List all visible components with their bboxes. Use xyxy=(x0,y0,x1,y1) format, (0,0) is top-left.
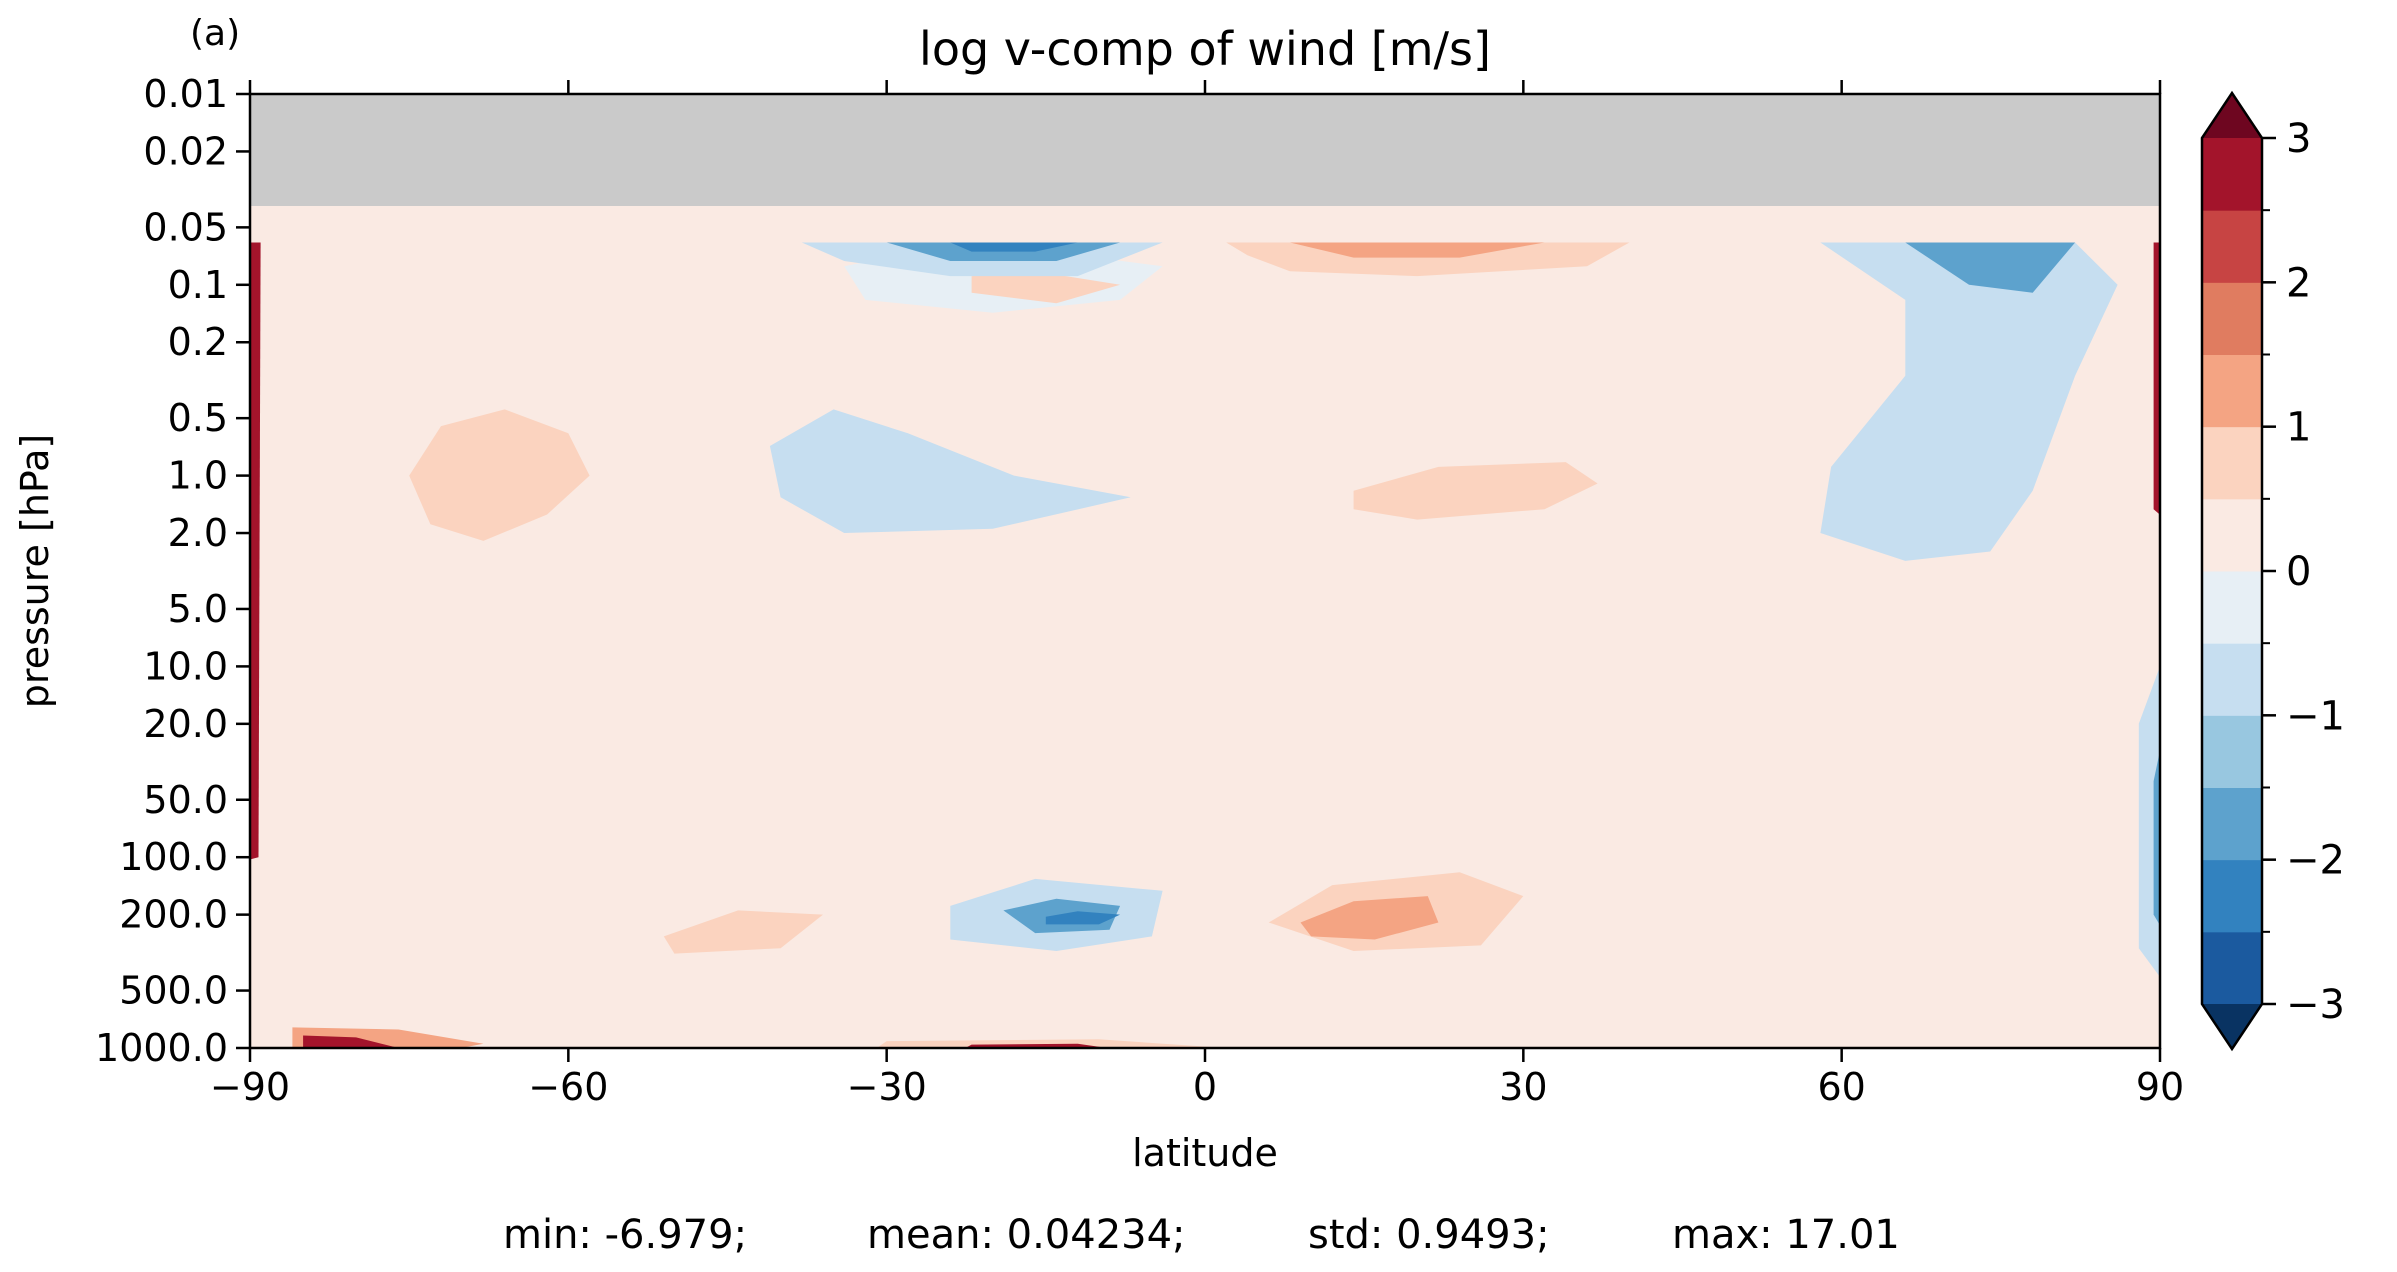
contour-region xyxy=(876,1039,1227,1048)
x-tick-label: 0 xyxy=(1193,1065,1217,1109)
contour-region xyxy=(663,910,823,954)
contour-region xyxy=(1289,242,1545,258)
colorbar-over-arrow xyxy=(2202,93,2262,138)
colorbar-tick-label: −1 xyxy=(2286,693,2345,739)
colorbar-segment xyxy=(2202,210,2262,283)
colorbar-segment xyxy=(2202,354,2262,428)
colorbar-segment xyxy=(2202,931,2262,1005)
plot-area xyxy=(248,92,2162,1050)
colorbar-tick-label: −2 xyxy=(2286,838,2345,884)
y-tick-label: 5.0 xyxy=(168,587,228,631)
stat-max: max: 17.01 xyxy=(1672,1212,1900,1258)
y-tick-label: 500.0 xyxy=(119,969,228,1013)
contour-region xyxy=(971,271,1121,304)
x-tick-label: 90 xyxy=(2136,1065,2184,1109)
y-tick-label: 0.05 xyxy=(143,205,228,249)
y-tick-label: 200.0 xyxy=(119,893,228,937)
y-axis-label: pressure [hPa] xyxy=(13,434,57,708)
y-tick-label: 10.0 xyxy=(143,644,228,688)
y-tick-label: 100.0 xyxy=(119,835,228,879)
colorbar-tick-label: 2 xyxy=(2286,260,2311,306)
colorbar-segment xyxy=(2202,498,2262,572)
colorbar-tick-label: −3 xyxy=(2286,982,2345,1028)
y-tick-label: 0.5 xyxy=(168,396,228,440)
contour-region xyxy=(1905,242,2076,293)
colorbar-segment xyxy=(2202,859,2262,933)
y-tick-label: 1.0 xyxy=(168,454,228,498)
contour-region xyxy=(250,242,261,860)
plot-background xyxy=(250,94,2160,1048)
y-tick-label: 0.01 xyxy=(143,72,228,116)
contour-region xyxy=(303,1035,399,1048)
stat-min: min: -6.979; xyxy=(503,1212,748,1258)
colorbar-segment xyxy=(2202,787,2262,861)
stat-std: std: 0.9493; xyxy=(1308,1212,1550,1258)
y-axis: 0.01 0.02 0.05 0.1 0.2 0.5 1.0 2.0 5.0 10.0 20.0 50… xyxy=(95,72,250,1070)
panel-label: (a) xyxy=(190,13,240,54)
contour-region xyxy=(1045,911,1121,925)
colorbar-segment xyxy=(2202,715,2262,788)
colorbar-segment xyxy=(2202,282,2262,355)
contour-region xyxy=(769,409,1131,533)
contour-region xyxy=(1820,242,2118,561)
y-tick-label: 1000.0 xyxy=(95,1026,228,1070)
colorbar-tick-label: 0 xyxy=(2286,549,2311,595)
chart-title: log v-comp of wind [m/s] xyxy=(919,22,1491,76)
x-tick-label: −30 xyxy=(847,1065,927,1109)
colorbar-tick-label: 1 xyxy=(2286,405,2311,451)
colorbar-under-arrow xyxy=(2202,1004,2262,1049)
contour-region xyxy=(886,242,1121,261)
contour-region xyxy=(950,242,1078,252)
x-axis: −90 −60 −30 0 30 60 90 xyxy=(210,80,2184,1109)
contour-region xyxy=(2153,242,2160,515)
colorbar-segment xyxy=(2202,426,2262,500)
y-tick-label: 2.0 xyxy=(168,511,228,555)
y-tick-label: 0.1 xyxy=(168,263,228,307)
contour-region xyxy=(2153,750,2160,926)
colorbar: 3 2 1 0 −1 −2 −3 xyxy=(2200,90,2345,1052)
missing-data-band xyxy=(250,94,2160,206)
stats-line: min: -6.979; mean: 0.04234; std: 0.9493;… xyxy=(0,1212,2397,1272)
contour-region xyxy=(1300,896,1439,940)
colorbar-segment xyxy=(2202,138,2262,211)
contour-region xyxy=(1353,462,1598,520)
colorbar-segment xyxy=(2202,643,2262,716)
y-tick-label: 20.0 xyxy=(143,702,228,746)
y-tick-label: 0.2 xyxy=(168,320,228,364)
x-tick-label: 30 xyxy=(1499,1065,1547,1109)
x-axis-label: latitude xyxy=(1132,1131,1278,1175)
colorbar-tick-label: 3 xyxy=(2286,116,2311,162)
colorbar-segment xyxy=(2202,571,2262,644)
x-tick-label: −60 xyxy=(528,1065,608,1109)
stat-mean: mean: 0.04234; xyxy=(867,1212,1186,1258)
x-tick-label: 60 xyxy=(1817,1065,1865,1109)
x-tick-label: −90 xyxy=(210,1065,290,1109)
contour-region xyxy=(409,409,590,541)
y-tick-label: 50.0 xyxy=(143,778,228,822)
y-tick-label: 0.02 xyxy=(143,129,228,173)
contour-fills xyxy=(250,242,2160,1048)
